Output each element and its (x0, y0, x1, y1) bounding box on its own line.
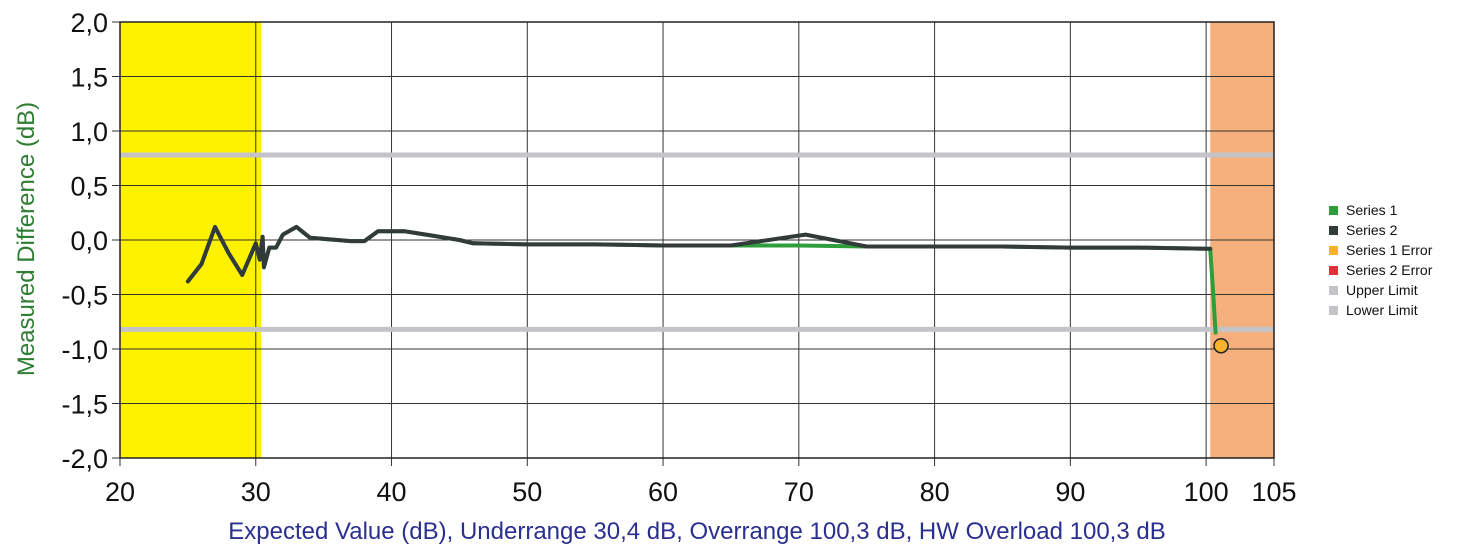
x-tick-label: 60 (648, 477, 678, 507)
x-tick-label: 90 (1055, 477, 1085, 507)
y-axis-title: Measured Difference (dB) (13, 102, 40, 376)
legend-label-series-1: Series 1 (1346, 202, 1398, 218)
x-tick-label: 105 (1251, 477, 1296, 507)
y-tick-label: 1,0 (70, 117, 108, 147)
x-tick-label: 100 (1184, 477, 1229, 507)
y-tick-label: 1,5 (70, 63, 108, 93)
y-tick-labels: 2,0 1,5 1,0 0,5 0,0 -0,5 -1,0 -1,5 -2,0 (61, 8, 108, 474)
legend-swatch-series-1-error (1329, 246, 1338, 255)
legend-swatch-series-1 (1329, 206, 1338, 215)
legend-swatch-series-2 (1329, 226, 1338, 235)
y-tick-label: 2,0 (70, 8, 108, 38)
error-points (1213, 337, 1229, 354)
legend-swatch-upper-limit (1329, 286, 1338, 295)
legend-label-series-2: Series 2 (1346, 222, 1398, 238)
legend-label-series-2-error: Series 2 Error (1346, 262, 1433, 278)
x-tick-label: 30 (241, 477, 271, 507)
series-1-line (185, 224, 1218, 335)
x-tick-label: 50 (512, 477, 542, 507)
legend-swatch-lower-limit (1329, 306, 1338, 315)
series-2-line (185, 224, 1213, 284)
y-tick-label: -1,0 (61, 335, 108, 365)
x-axis-title: Expected Value (dB), Underrange 30,4 dB,… (228, 518, 1165, 545)
legend-label-lower-limit: Lower Limit (1346, 302, 1418, 318)
x-tick-label: 70 (784, 477, 814, 507)
y-tick-label: -1,5 (61, 390, 108, 420)
series-1-error-point (1213, 337, 1229, 354)
y-tick-label: -2,0 (61, 444, 108, 474)
series-lines (185, 224, 1218, 335)
x-tick-label: 40 (377, 477, 407, 507)
legend: Series 1 Series 2 Series 1 Error Series 2 E… (1329, 202, 1433, 318)
x-tick-label: 20 (105, 477, 135, 507)
legend-swatch-series-2-error (1329, 266, 1338, 275)
legend-label-upper-limit: Upper Limit (1346, 282, 1418, 298)
x-tick-labels: 20 30 40 50 60 70 80 90 100 105 (105, 477, 1297, 507)
y-tick-label: 0,5 (70, 172, 108, 202)
limit-lines (120, 152, 1274, 332)
plot-frame (119, 21, 1275, 459)
legend-label-series-1-error: Series 1 Error (1346, 242, 1433, 258)
y-tick-label: 0,0 (70, 226, 108, 256)
y-tick-label: -0,5 (61, 281, 108, 311)
plot-border (119, 21, 1275, 459)
x-tick-label: 80 (920, 477, 950, 507)
